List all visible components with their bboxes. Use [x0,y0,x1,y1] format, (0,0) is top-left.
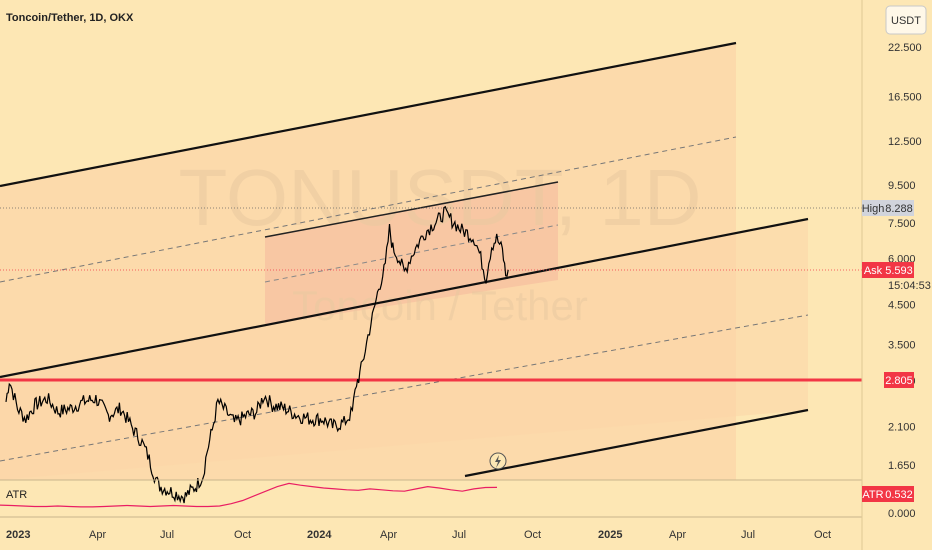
support-level-badge: 2.805 [884,372,914,388]
inner-mid-dashed [264,224,559,283]
ask-value: 5.593 [885,265,913,277]
ask-tag: Ask [864,265,883,277]
x-tick-label: 2024 [307,529,332,541]
high-tag: High [862,203,885,215]
symbol-header: Toncoin/Tether, 1D, OKX [6,12,134,24]
atr-title: ATR [6,489,27,501]
atr-value: 0.532 [885,489,913,501]
x-tick-label: Oct [524,529,541,541]
y-tick-label: 4.500 [888,299,916,311]
channel-lower-mid-dashed [0,314,809,462]
x-tick-label: Apr [89,529,106,541]
ask-badge: Ask 5.593 15:04:53 [862,262,931,292]
x-tick-label: Apr [380,529,397,541]
x-tick-label: 2025 [598,529,622,541]
x-tick-label: Oct [814,529,831,541]
watermark-name: Toncoin / Tether [292,282,588,329]
x-tick-label: Jul [741,529,755,541]
currency-button[interactable]: USDT [885,5,927,35]
y-tick-label: 3.500 [888,340,916,352]
channel-lower-line[interactable] [464,408,809,478]
channel-upper-mid-dashed [0,136,737,283]
x-tick-label: Apr [669,529,686,541]
y-tick-label: 2.100 [888,421,916,433]
atr-badge: ATR 0.532 [862,486,914,502]
bar-countdown: 15:04:53 [888,280,931,292]
x-tick-label: Jul [452,529,466,541]
x-tick-label: Jul [160,529,174,541]
channel-band-lower [0,219,808,480]
price-line[interactable] [5,205,509,504]
inner-upper-line[interactable] [264,181,559,238]
watermark-ticker: TONUSDT, 1D [178,153,701,242]
time-axis[interactable]: 2023 Apr Jul Oct 2024 Apr Jul Oct 2025 Apr Jul Oct [6,529,831,541]
y-tick-label: 12.500 [888,136,922,148]
price-series [5,205,509,504]
atr-tag: ATR [862,489,883,501]
y-tick-label: 1.650 [888,460,916,472]
channel-upper-line[interactable] [0,41,737,188]
y-tick-label: 22.500 [888,42,922,54]
x-tick-label: Oct [234,529,251,541]
high-badge: High 8.288 [862,200,914,216]
price-axis[interactable]: 22.50016.50012.5009.5007.5006.0004.5003.… [888,42,922,472]
currency-button-label: USDT [891,15,921,27]
atr-line[interactable] [0,482,498,508]
high-value: 8.288 [885,203,913,215]
lightning-icon[interactable] [489,452,507,470]
y-tick-label: 9.500 [888,180,916,192]
x-tick-label: 2023 [6,529,30,541]
inner-channel-zone [265,182,558,325]
atr-axis-zero: 0.000 [888,508,916,520]
channel-mid-line[interactable] [0,217,809,379]
y-tick-label: 16.500 [888,92,922,104]
y-tick-label: 7.500 [888,218,916,230]
support-level-value: 2.805 [885,375,913,387]
atr-series [0,482,498,508]
